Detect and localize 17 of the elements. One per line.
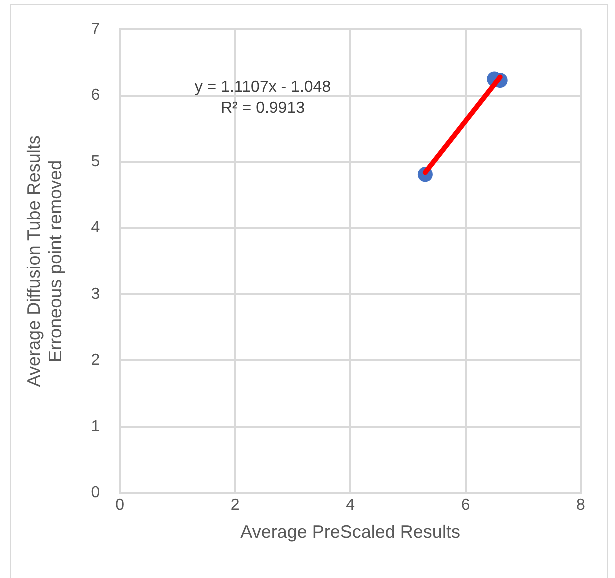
annotation: R² = 0.9913 bbox=[220, 100, 306, 118]
y-tick-label: 2 bbox=[91, 352, 100, 370]
y-axis-title: Average Diffusion Tube Results Erroneous point removed bbox=[24, 136, 66, 388]
y-tick-label: 0 bbox=[91, 484, 100, 502]
x-tick-label: 0 bbox=[116, 497, 125, 514]
y-tick-label: 4 bbox=[91, 220, 100, 237]
x-axis-title: Average PreScaled Results bbox=[240, 522, 460, 542]
y-tick-label: 5 bbox=[91, 153, 100, 170]
y-tick-label: 3 bbox=[91, 286, 100, 303]
annotation: y = 1.1107x - 1.048 bbox=[194, 79, 332, 96]
y-tick-label: 7 bbox=[91, 21, 100, 38]
x-tick-label: 4 bbox=[346, 497, 356, 514]
y-tick-label: 6 bbox=[91, 87, 100, 104]
x-tick-label: 8 bbox=[576, 497, 586, 514]
x-tick-label: 2 bbox=[230, 497, 240, 514]
y-tick-label: 1 bbox=[91, 418, 100, 436]
x-tick-label: 6 bbox=[461, 497, 470, 514]
